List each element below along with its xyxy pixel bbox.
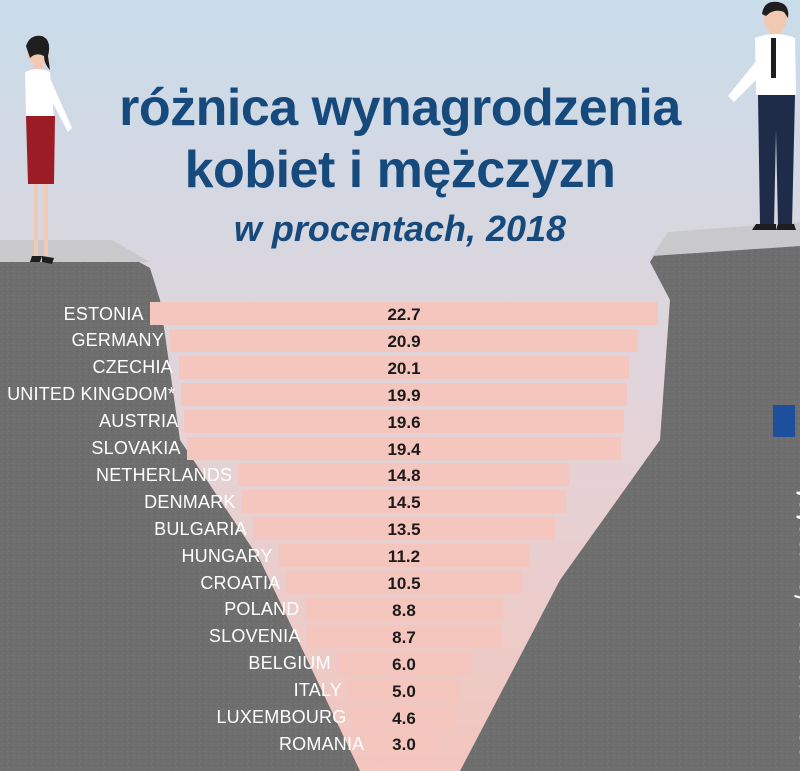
data-label: 3.0 (392, 735, 416, 755)
data-label: 22.7 (387, 305, 421, 324)
category-label-wrap: AUSTRIA (0, 410, 178, 434)
bar (278, 544, 530, 568)
data-label: 14.5 (387, 493, 421, 513)
category-label: LUXEMBOURG (216, 707, 347, 727)
data-label: 4.6 (392, 708, 416, 728)
bar (306, 624, 502, 648)
bar (336, 651, 472, 675)
bar (286, 571, 522, 594)
bar (181, 382, 627, 406)
category-label-wrap: UNITED KINGDOM* (0, 383, 175, 407)
category-label-wrap: CROATIA (0, 571, 280, 595)
data-label: 11.2 (387, 547, 421, 567)
category-label: DENMARK (144, 491, 236, 512)
category-label: ESTONIA (63, 303, 144, 324)
category-label: ITALY (293, 680, 342, 701)
ground-left (0, 246, 360, 771)
bar (352, 705, 456, 729)
category-label: BELGIUM (248, 653, 331, 674)
chart-title-line2: kobiet i mężczyzn (184, 141, 616, 199)
category-label-wrap: BELGIUM (0, 652, 331, 676)
category-label-wrap: POLAND (0, 598, 299, 622)
category-label-wrap: LUXEMBOURG (0, 706, 346, 730)
category-label-wrap: ESTONIA (0, 302, 144, 326)
category-label: HUNGARY (181, 545, 273, 566)
data-label: 20.1 (387, 358, 421, 378)
data-label: 19.9 (387, 385, 421, 405)
data-label: 20.9 (387, 331, 421, 351)
data-label: 10.5 (387, 574, 421, 593)
data-label: 13.5 (387, 520, 421, 540)
ground-right (460, 230, 800, 771)
bar (252, 517, 556, 541)
source-credit: ec.europa.eu/eurostat (790, 488, 800, 760)
category-label: BULGARIA (154, 518, 247, 539)
data-label: 6.0 (392, 654, 416, 674)
category-label: AUSTRIA (99, 411, 179, 432)
woman-figure-icon (25, 35, 72, 264)
category-label: UNITED KINGDOM* (7, 384, 176, 405)
chart-subtitle: w procentach, 2018 (233, 208, 567, 249)
bar (186, 436, 622, 460)
bar (348, 678, 460, 702)
data-label: 8.7 (392, 627, 416, 647)
category-label: SLOVENIA (208, 626, 301, 647)
category-label-wrap: SLOVENIA (0, 625, 301, 649)
data-label: 8.8 (392, 600, 416, 620)
category-label-wrap: ROMANIA (0, 732, 364, 756)
bar (178, 355, 630, 379)
category-label: CROATIA (200, 572, 281, 593)
category-label: SLOVAKIA (91, 438, 181, 458)
bar (305, 597, 503, 621)
category-label-wrap: ITALY (0, 679, 342, 703)
bar (149, 302, 659, 325)
category-label: GERMANY (71, 330, 164, 351)
bar (370, 732, 438, 756)
category-label-wrap: SLOVAKIA (0, 437, 181, 461)
eu-flag-icon (773, 405, 795, 437)
bar (184, 409, 624, 433)
category-label: NETHERLANDS (96, 464, 233, 485)
category-label-wrap: NETHERLANDS (0, 463, 232, 487)
category-label: CZECHIA (92, 357, 173, 378)
category-label-wrap: HUNGARY (0, 544, 273, 568)
category-label: POLAND (224, 599, 300, 620)
category-label-wrap: DENMARK (0, 490, 236, 514)
bar (238, 463, 570, 487)
data-label: 14.8 (387, 466, 421, 486)
category-label-wrap: BULGARIA (0, 517, 247, 541)
category-label-wrap: CZECHIA (0, 356, 173, 380)
data-label: 5.0 (392, 681, 416, 701)
chart-title-line1: różnica wynagrodzenia (119, 79, 681, 137)
bar (241, 490, 567, 514)
category-label-wrap: GERMANY (0, 329, 164, 353)
data-label: 19.6 (387, 412, 421, 432)
bar (169, 328, 639, 352)
category-label: ROMANIA (278, 733, 365, 754)
data-label: 19.4 (387, 439, 421, 459)
cliff-right-edge (652, 222, 800, 256)
man-figure-icon (728, 1, 796, 230)
credit-brand: eurostat (790, 488, 800, 595)
credit-prefix: ec.europa.eu/ (790, 594, 800, 760)
